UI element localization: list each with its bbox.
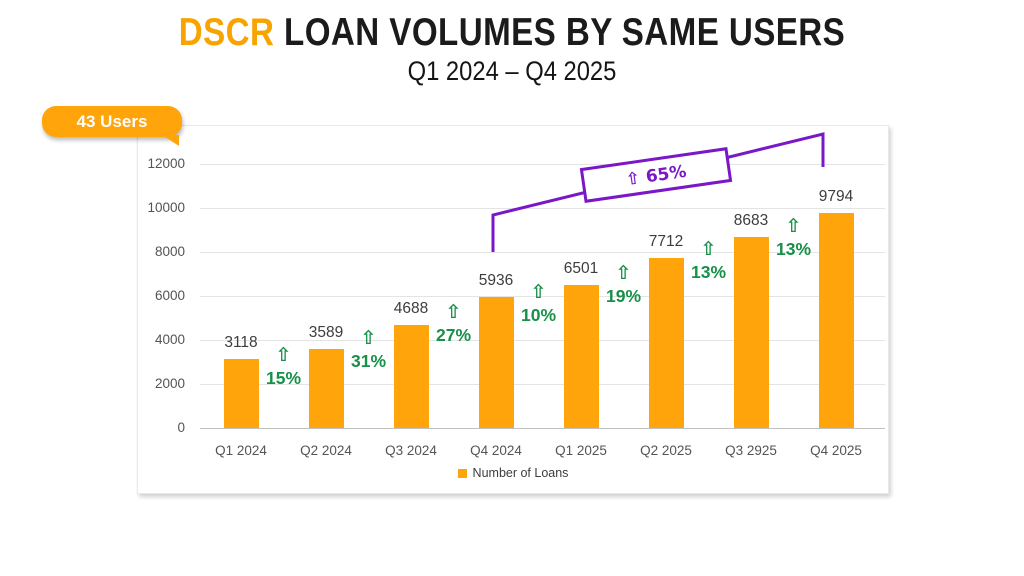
chart-legend: Number of Loans xyxy=(138,466,888,480)
bar-value-label: 3118 xyxy=(224,334,258,352)
bar xyxy=(393,324,429,428)
gridline xyxy=(200,208,885,209)
x-axis-label: Q2 2025 xyxy=(640,443,692,458)
bar xyxy=(563,284,599,428)
bar xyxy=(308,349,344,428)
y-axis-label: 0 xyxy=(177,420,185,435)
gridline xyxy=(200,164,885,165)
growth-up-arrow-icon: ⇧ xyxy=(615,261,632,284)
x-axis-label: Q4 2024 xyxy=(470,443,522,458)
bar-value-label: 4688 xyxy=(393,299,429,317)
y-axis-label: 4000 xyxy=(154,332,185,347)
chart-panel: 0 2000 4000 6000 8000 10000 12000 3118 Q1 2024 35… xyxy=(137,125,889,494)
page-title-highlight: DSCR xyxy=(178,11,275,54)
growth-up-arrow-icon: ⇧ xyxy=(785,214,802,237)
users-count-badge: 43 Users xyxy=(42,106,182,146)
growth-percent-label: 13% xyxy=(775,238,812,259)
y-axis-label: 8000 xyxy=(154,244,185,259)
growth-percent-label: 31% xyxy=(350,350,387,371)
bar-value-label: 5936 xyxy=(478,272,514,290)
growth-up-arrow-icon: ⇧ xyxy=(275,344,292,367)
gridline xyxy=(200,428,885,429)
users-count-label: 43 Users xyxy=(76,111,148,131)
y-axis-label: 10000 xyxy=(147,200,185,215)
growth-percent-label: 10% xyxy=(520,305,557,326)
title-block: DSCR LOAN VOLUMES BY SAME USERS Q1 2024 … xyxy=(0,11,1024,87)
y-axis-label: 6000 xyxy=(154,288,185,303)
page-subtitle: Q1 2024 – Q4 2025 xyxy=(407,55,617,86)
growth-up-arrow-icon: ⇧ xyxy=(360,326,377,349)
page-title: DSCR LOAN VOLUMES BY SAME USERS xyxy=(77,11,947,55)
y-axis-label: 12000 xyxy=(147,156,185,171)
page-title-rest: LOAN VOLUMES BY SAME USERS xyxy=(274,11,846,54)
bar xyxy=(478,297,514,428)
x-axis-label: Q1 2024 xyxy=(215,443,267,458)
bar-chart-plot-area: 0 2000 4000 6000 8000 10000 12000 3118 Q1 2024 35… xyxy=(138,126,888,493)
bar-value-label: 6501 xyxy=(563,259,599,277)
growth-up-arrow-icon: ⇧ xyxy=(530,281,547,304)
x-axis-label: Q4 2025 xyxy=(810,443,862,458)
growth-up-arrow-icon: ⇧ xyxy=(445,301,462,324)
gridline xyxy=(200,296,885,297)
bar xyxy=(648,258,684,428)
gridline xyxy=(200,252,885,253)
bar-value-label: 3589 xyxy=(308,324,344,342)
legend-swatch-icon xyxy=(457,468,467,478)
x-axis-label: Q3 2925 xyxy=(725,443,777,458)
x-axis-label: Q3 2024 xyxy=(385,443,437,458)
growth-up-arrow-icon: ⇧ xyxy=(700,237,717,260)
bar xyxy=(818,212,854,428)
bar xyxy=(733,236,769,428)
legend-label: Number of Loans xyxy=(472,466,569,480)
bar-value-label: 9794 xyxy=(818,187,854,205)
growth-percent-label: 13% xyxy=(690,261,727,282)
x-axis-label: Q1 2025 xyxy=(555,443,607,458)
gridline xyxy=(200,384,885,385)
growth-percent-label: 19% xyxy=(605,285,642,306)
x-axis-label: Q2 2024 xyxy=(300,443,352,458)
gridline xyxy=(200,340,885,341)
bar xyxy=(223,359,259,428)
growth-percent-label: 15% xyxy=(265,368,302,389)
y-axis-label: 2000 xyxy=(154,376,185,391)
growth-percent-label: 27% xyxy=(435,325,472,346)
